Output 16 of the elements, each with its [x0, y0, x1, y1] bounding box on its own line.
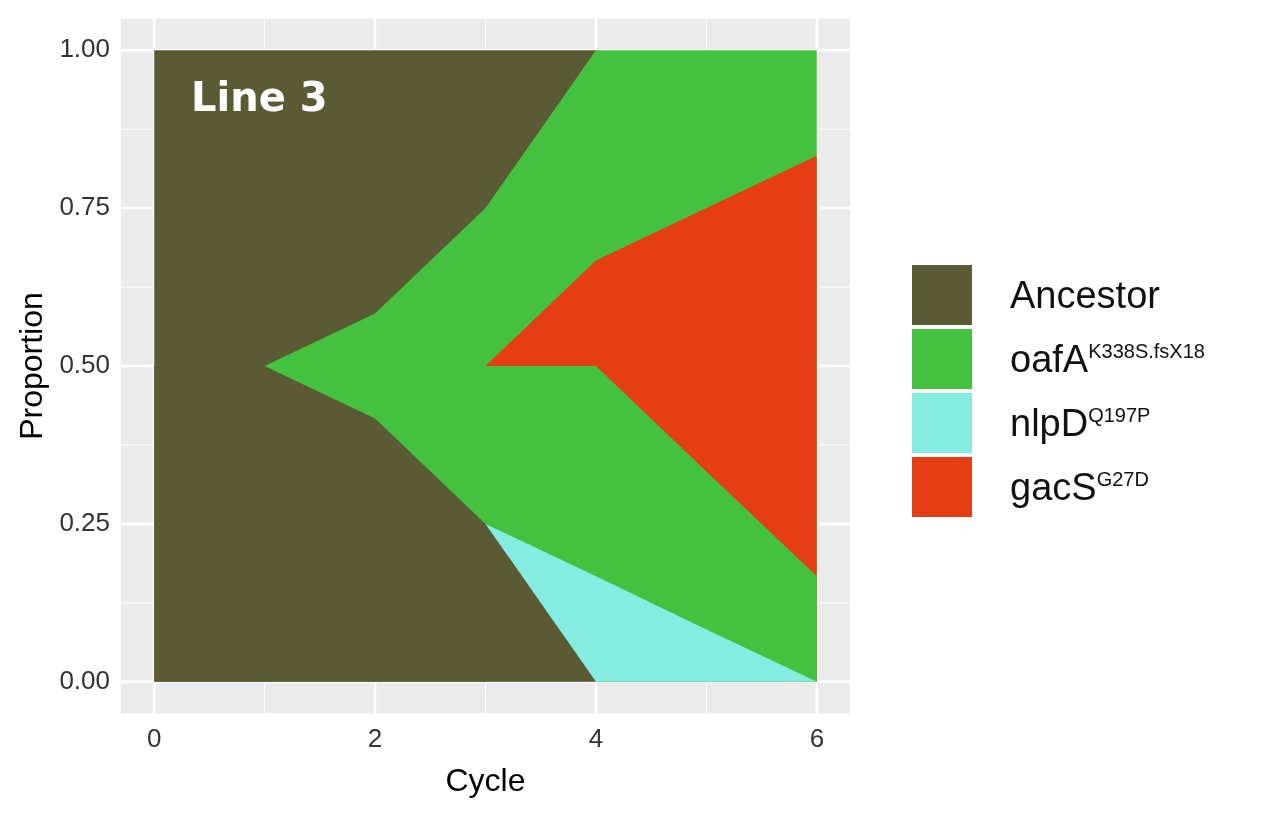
- y-tick-label: 1.00: [59, 33, 110, 64]
- legend-label: gacS$^{G27D}$: [1010, 465, 1149, 509]
- y-tick-label: 0.00: [59, 664, 110, 695]
- legend-label: nlpD$^{Q197P}$: [1010, 401, 1151, 445]
- x-tick-label: 0: [146, 723, 162, 754]
- x-tick-label: 6: [809, 723, 825, 754]
- x-tick-label: 4: [588, 723, 604, 754]
- annotation: Line 3: [191, 73, 328, 120]
- x-axis-title: Cycle: [445, 761, 526, 798]
- y-tick-label: 0.25: [59, 507, 110, 538]
- y-axis-title: Proportion: [13, 292, 50, 440]
- legend-label: oafA$^{K338S.fsX18}$: [1010, 337, 1205, 381]
- legend-label: Ancestor: [1010, 273, 1160, 317]
- y-tick-label: 0.50: [59, 349, 110, 380]
- y-tick-label: 0.75: [59, 191, 110, 222]
- x-tick-label: 2: [367, 723, 383, 754]
